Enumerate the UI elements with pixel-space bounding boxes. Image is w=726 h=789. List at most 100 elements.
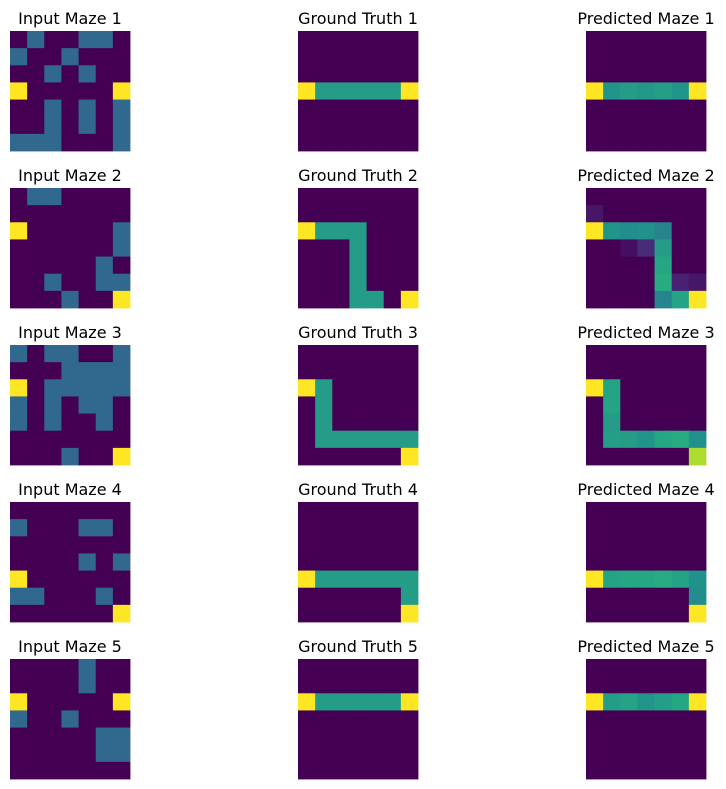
maze-cell [671, 188, 690, 206]
maze-cell [315, 553, 333, 571]
maze-cell [586, 345, 604, 363]
maze-cell [10, 99, 28, 118]
maze-cell [315, 239, 333, 257]
maze-cell [95, 31, 114, 49]
maze-cell [95, 727, 114, 746]
maze-cell [44, 502, 62, 520]
maze-cell [61, 48, 79, 66]
maze-cell [78, 396, 97, 414]
maze-cell [315, 48, 333, 66]
maze-cell [671, 519, 690, 537]
maze-cell [400, 205, 419, 223]
maze-cell [298, 133, 316, 152]
maze-cell [78, 188, 97, 206]
maze-cell [10, 116, 28, 135]
maze-cell [637, 676, 655, 694]
maze-cell [95, 188, 114, 206]
maze-cell [671, 676, 690, 694]
maze-cell [366, 222, 385, 240]
maze-cell [78, 48, 97, 66]
maze-cell [637, 256, 655, 275]
maze-cell [366, 676, 385, 694]
panel-truth-1: Ground Truth 1 [298, 9, 419, 152]
maze-cell [315, 447, 333, 466]
maze-cell [366, 65, 385, 83]
maze-cell [27, 48, 45, 66]
maze-cell [366, 693, 385, 711]
maze-cell [61, 379, 79, 397]
maze-cell [603, 256, 621, 275]
maze-cell [586, 744, 604, 763]
maze-cell [315, 273, 333, 292]
maze-cell [688, 744, 707, 763]
maze-cell [620, 693, 638, 711]
maze-cell [315, 430, 333, 449]
panel-input-3: Input Maze 3 [10, 323, 131, 466]
maze-cell [688, 570, 707, 589]
maze-cell [10, 396, 28, 414]
maze-cell [366, 727, 385, 746]
maze-cell [688, 222, 707, 240]
maze-cell [10, 519, 28, 537]
maze-cell [688, 116, 707, 135]
maze-cell [61, 430, 79, 449]
maze-cell [400, 413, 419, 432]
maze-cell [95, 396, 114, 414]
maze-cell [332, 345, 350, 363]
maze-cell [400, 693, 419, 711]
maze-cell [688, 693, 707, 711]
maze-cell [112, 413, 131, 432]
maze-cell [654, 570, 673, 589]
maze-cell [654, 188, 673, 206]
maze-cell [315, 396, 333, 414]
maze-cell [95, 133, 114, 152]
maze-cell [27, 99, 45, 118]
maze-cell [349, 676, 367, 694]
maze-cell [366, 659, 385, 677]
maze-cell [671, 82, 690, 100]
maze-cell [332, 536, 350, 554]
maze-cell [637, 413, 655, 432]
panel-pred-4: Predicted Maze 4 [577, 480, 715, 623]
maze-cell [315, 222, 333, 240]
maze-cell [78, 31, 97, 49]
panel-title: Input Maze 4 [18, 480, 122, 499]
maze-cell [78, 430, 97, 449]
maze-cell [366, 536, 385, 554]
maze-cell [332, 396, 350, 414]
maze-cell [332, 290, 350, 309]
maze-cell [400, 65, 419, 83]
maze-cell [366, 273, 385, 292]
maze-cell [78, 205, 97, 223]
maze-cell [671, 133, 690, 152]
panel-pred-3: Predicted Maze 3 [577, 323, 715, 466]
maze-cell [112, 502, 131, 520]
maze-cell [671, 273, 690, 292]
maze-cell [620, 659, 638, 677]
maze-cell [586, 502, 604, 520]
maze-cell [654, 362, 673, 380]
maze-cell [315, 676, 333, 694]
maze-cell [61, 116, 79, 135]
maze-cell [349, 413, 367, 432]
maze-cell [61, 256, 79, 275]
maze-cell [688, 502, 707, 520]
maze-cell [586, 519, 604, 537]
maze-cell [400, 362, 419, 380]
maze-cell [366, 48, 385, 66]
maze-cell [27, 659, 45, 677]
maze-cell [10, 659, 28, 677]
maze-cell [27, 205, 45, 223]
maze-cell [95, 413, 114, 432]
panel-title: Ground Truth 2 [298, 166, 418, 185]
maze-cell [27, 587, 45, 606]
maze-cell [298, 188, 316, 206]
maze-cell [620, 430, 638, 449]
maze-cell [78, 553, 97, 571]
maze-cell [95, 710, 114, 728]
maze-cell [603, 290, 621, 309]
maze-cell [44, 396, 62, 414]
maze-cell [671, 345, 690, 363]
maze-cell [95, 48, 114, 66]
maze-cell [61, 222, 79, 240]
